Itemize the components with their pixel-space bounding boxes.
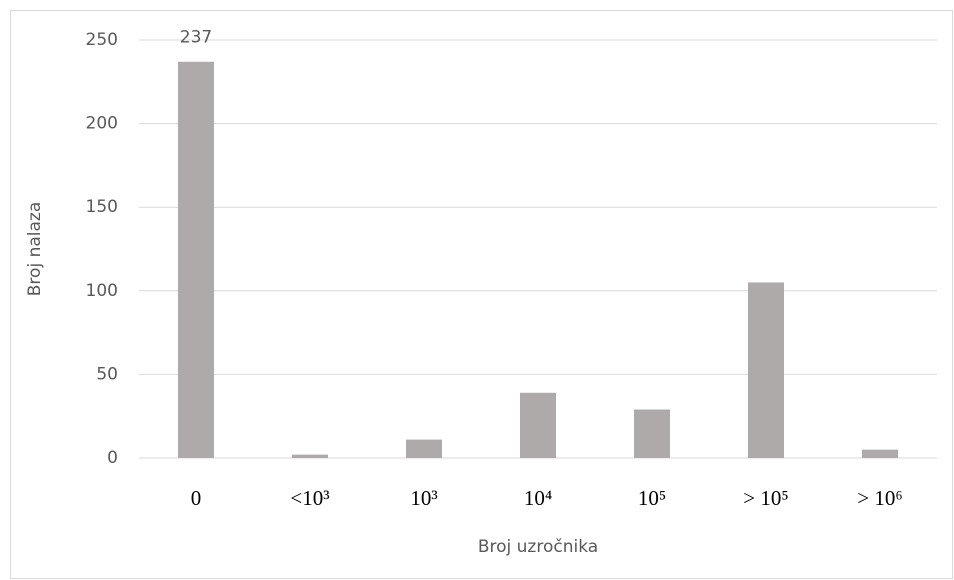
y-tick-label: 250 [86, 30, 118, 50]
data-label: 237 [180, 28, 212, 48]
bar [406, 439, 442, 458]
y-tick-label: 50 [96, 364, 118, 384]
x-tick-label: > 10⁵ [743, 486, 788, 510]
x-tick-label: > 10⁶ [857, 486, 902, 510]
x-tick-label: 10⁴ [524, 486, 552, 510]
x-tick-label: <10³ [290, 486, 329, 510]
x-tick-label: 10³ [410, 486, 437, 510]
y-tick-label: 200 [86, 114, 118, 134]
y-tick-label: 150 [86, 197, 118, 217]
x-tick-label: 10⁵ [638, 486, 666, 510]
y-tick-label: 0 [107, 448, 118, 468]
x-tick-label: 0 [191, 486, 202, 510]
bar [520, 392, 556, 458]
bar [748, 282, 784, 458]
bar [178, 61, 214, 459]
y-tick-label: 100 [86, 281, 118, 301]
x-axis-title: Broj uzročnika [478, 537, 598, 557]
chart-frame [10, 10, 953, 579]
y-axis-title: Broj nalaza [25, 202, 45, 296]
bar [862, 449, 898, 458]
bar [292, 454, 328, 458]
bar [634, 409, 670, 458]
